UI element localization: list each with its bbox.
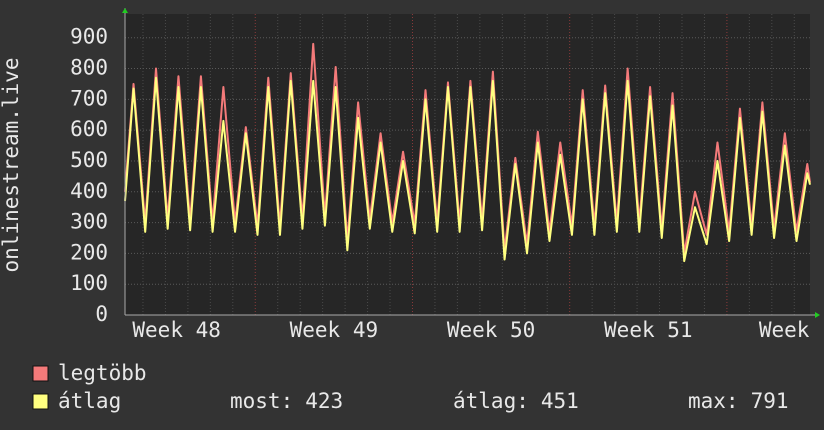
y-tick-label: 900 xyxy=(70,25,108,49)
legend-swatch xyxy=(32,365,49,382)
stat-value: 451 xyxy=(541,389,579,413)
y-tick-label: 0 xyxy=(95,302,108,326)
y-tick-label: 100 xyxy=(70,271,108,295)
x-tick-label: Week 48 xyxy=(132,318,221,342)
stat-label: most: xyxy=(230,389,293,413)
stat: most: 423 xyxy=(230,389,343,413)
legend-swatch xyxy=(32,393,49,410)
x-axis-arrow xyxy=(815,312,820,318)
stat: átlag: 451 xyxy=(453,389,579,413)
stat-label: átlag: xyxy=(453,389,529,413)
stat: max: 791 xyxy=(688,389,789,413)
legend-label: átlag xyxy=(58,389,121,413)
x-tick-label: Week 49 xyxy=(290,318,379,342)
stat-value: 791 xyxy=(751,389,789,413)
y-tick-label: 500 xyxy=(70,148,108,172)
x-tick-label: Week 50 xyxy=(447,318,536,342)
stat-value: 423 xyxy=(305,389,343,413)
series-line xyxy=(124,76,811,263)
legend-label: legtöbb xyxy=(58,361,147,385)
y-axis-arrow xyxy=(122,8,128,13)
y-tick-label: 200 xyxy=(70,240,108,264)
y-tick-label: 600 xyxy=(70,117,108,141)
stat-label: max: xyxy=(688,389,739,413)
y-tick-label: 700 xyxy=(70,86,108,110)
plot-area xyxy=(125,14,810,315)
x-tick-label: Week 51 xyxy=(604,318,693,342)
y-tick-label: 400 xyxy=(70,179,108,203)
x-tick-label: Week xyxy=(759,318,810,342)
y-tick-label: 800 xyxy=(70,56,108,80)
y-tick-label: 300 xyxy=(70,210,108,234)
y-axis-title: onlinestream.live xyxy=(0,58,23,273)
